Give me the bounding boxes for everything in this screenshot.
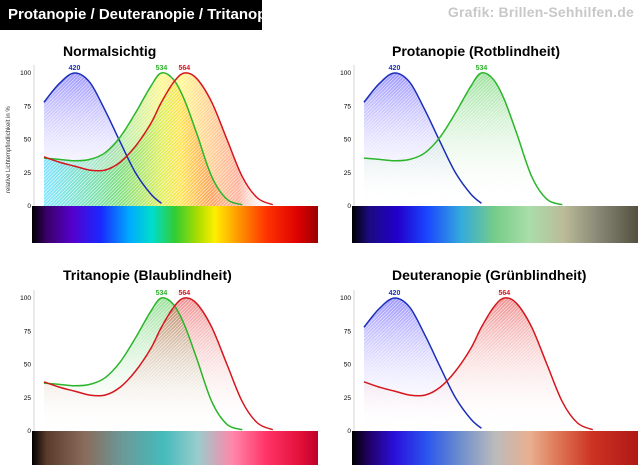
series-line-564 bbox=[43, 297, 274, 431]
y-tick-label: 100 bbox=[20, 70, 31, 77]
series-line-534 bbox=[43, 72, 243, 206]
series-line-420 bbox=[363, 72, 482, 204]
chart-panel-1: Normalsichtig 0 25 50 75 100 relative Lichtemp… bbox=[6, 43, 318, 243]
series-hatch-534 bbox=[364, 72, 563, 206]
chart-title: Tritanopie (Blaublindheit) bbox=[63, 267, 232, 283]
chart-title: Normalsichtig bbox=[63, 43, 156, 59]
y-tick-label: 100 bbox=[340, 70, 351, 77]
chart-title: Deuteranopie (Grünblindheit) bbox=[392, 267, 586, 283]
chart-panel-2: Protanopie (Rotblindheit) 0 25 50 75 100 420 53… bbox=[340, 43, 638, 243]
series-line-534 bbox=[363, 72, 563, 206]
series-line-534 bbox=[43, 297, 243, 431]
y-tick-label: 25 bbox=[24, 395, 32, 402]
y-tick-label: 75 bbox=[24, 103, 32, 110]
y-tick-label: 25 bbox=[344, 170, 352, 177]
series-line-420 bbox=[363, 297, 482, 429]
y-tick-label: 100 bbox=[20, 295, 31, 302]
series-line-564 bbox=[43, 72, 274, 206]
chart-panel-4: Deuteranopie (Grünblindheit) 0 25 50 75 100 42… bbox=[340, 267, 638, 465]
y-tick-label: 0 bbox=[27, 428, 31, 435]
spectrum-bar bbox=[32, 206, 318, 243]
series-hatch-564 bbox=[44, 297, 273, 431]
y-tick-label: 0 bbox=[27, 203, 31, 210]
chart-panel-3: Tritanopie (Blaublindheit) 0 25 50 75 100 534 5… bbox=[20, 267, 318, 465]
spectrum-bar bbox=[352, 431, 638, 465]
y-tick-label: 0 bbox=[347, 428, 351, 435]
series-hatch-564 bbox=[364, 297, 593, 431]
peak-label-564: 564 bbox=[178, 65, 190, 72]
series-line-420 bbox=[43, 72, 162, 204]
y-tick-label: 50 bbox=[344, 362, 352, 369]
y-tick-label: 50 bbox=[24, 137, 32, 144]
y-tick-label: 75 bbox=[344, 328, 352, 335]
spectrum-bar bbox=[32, 431, 318, 465]
peak-label-564: 564 bbox=[178, 290, 190, 297]
peak-label-534: 534 bbox=[156, 65, 168, 72]
y-tick-label: 25 bbox=[24, 170, 32, 177]
peak-label-534: 534 bbox=[476, 65, 488, 72]
series-hatch-564 bbox=[44, 72, 273, 207]
chart-title: Protanopie (Rotblindheit) bbox=[392, 43, 560, 59]
y-tick-label: 25 bbox=[344, 395, 352, 402]
credit-text: Grafik: Brillen-Sehhilfen.de bbox=[447, 4, 634, 20]
y-tick-label: 75 bbox=[24, 328, 32, 335]
y-tick-label: 50 bbox=[24, 362, 32, 369]
spectrum-bar bbox=[352, 206, 638, 243]
y-tick-label: 75 bbox=[344, 103, 352, 110]
y-tick-label: 100 bbox=[340, 295, 351, 302]
peak-label-420: 420 bbox=[69, 65, 81, 72]
y-axis-label: relative Lichtempfindlichkeit in % bbox=[6, 106, 12, 193]
peak-label-420: 420 bbox=[389, 290, 401, 297]
series-line-564 bbox=[363, 297, 594, 431]
page-title: Protanopie / Deuteranopie / Tritanopie bbox=[0, 0, 279, 30]
peak-label-420: 420 bbox=[389, 65, 401, 72]
peak-label-534: 534 bbox=[156, 290, 168, 297]
y-tick-label: 50 bbox=[344, 137, 352, 144]
peak-label-564: 564 bbox=[498, 290, 510, 297]
y-tick-label: 0 bbox=[347, 203, 351, 210]
